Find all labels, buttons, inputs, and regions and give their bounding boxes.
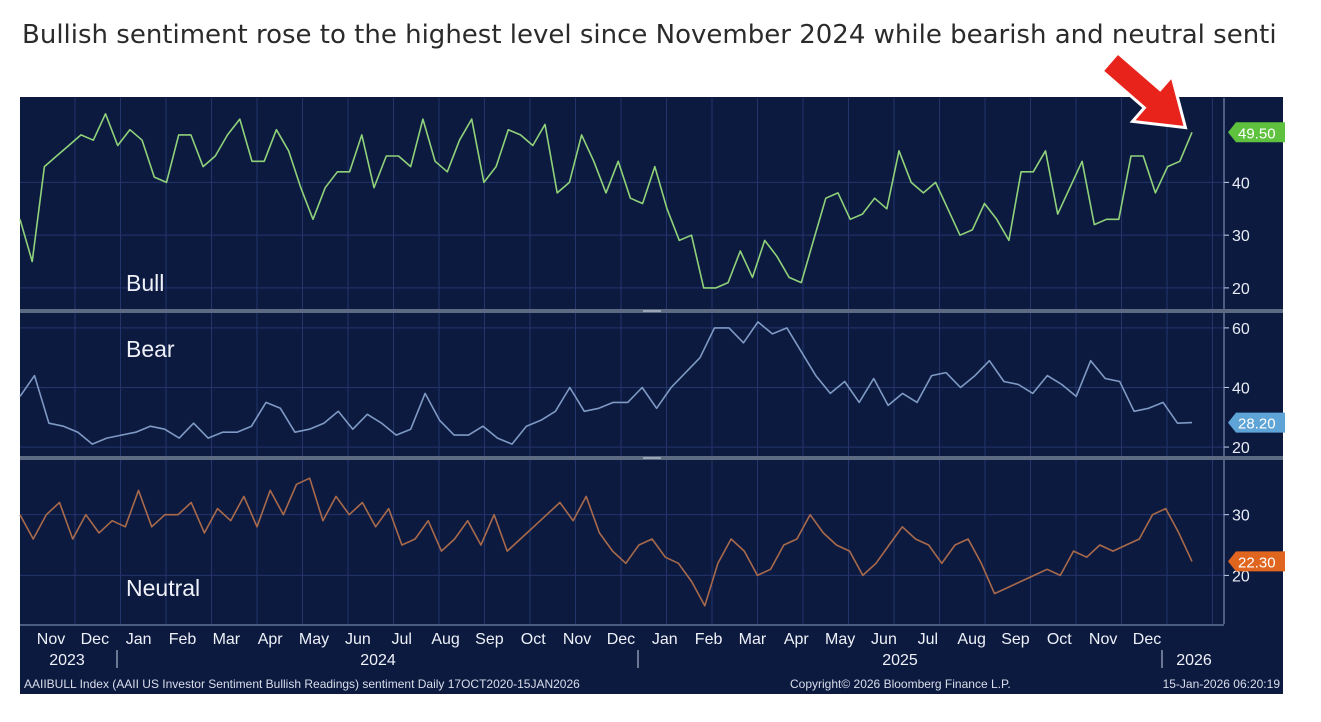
bull-y-tick-label: 20 [1232, 281, 1250, 298]
x-month-label: Sep [475, 631, 504, 648]
x-year-label: 2023 [49, 652, 85, 669]
bull-panel-label: Bull [126, 270, 164, 296]
x-month-label: Nov [563, 631, 591, 648]
x-year-label: 2024 [360, 652, 396, 669]
annotation-arrow-shape [1100, 50, 1188, 130]
x-month-label: Aug [957, 631, 985, 648]
x-month-label: Sep [1001, 631, 1030, 648]
x-month-label: Apr [258, 631, 284, 648]
x-month-label: Oct [521, 631, 546, 648]
x-month-label: Apr [784, 631, 810, 648]
panel-resize-handle [643, 310, 661, 312]
bull-last-value-badge [1228, 122, 1285, 143]
bear-last-value-badge [1228, 412, 1285, 433]
bull-y-tick-label: 30 [1232, 228, 1250, 245]
x-year-label: 2025 [882, 652, 918, 669]
neutral-series-line [19, 477, 1193, 607]
x-month-label: Jul [918, 631, 938, 648]
bull-series-line [19, 113, 1193, 289]
x-month-label: May [299, 631, 329, 648]
x-month-label: Jun [871, 631, 897, 648]
x-month-label: Dec [607, 631, 635, 648]
bear-y-tick-label: 20 [1232, 440, 1250, 457]
x-month-label: Feb [695, 631, 723, 648]
x-month-label: Jul [391, 631, 411, 648]
neutral-last-value-badge [1228, 551, 1285, 572]
footer-source: AAIIBULL Index (AAII US Investor Sentime… [24, 677, 580, 691]
x-month-label: Feb [169, 631, 197, 648]
bear-y-tick-label: 60 [1232, 321, 1250, 338]
x-month-label: Jan [652, 631, 678, 648]
footer-copyright: Copyright© 2026 Bloomberg Finance L.P. [790, 677, 1011, 691]
neutral-panel-label: Neutral [126, 575, 200, 601]
x-month-label: Nov [1089, 631, 1117, 648]
x-month-label: May [825, 631, 855, 648]
annotation-arrow-icon [1100, 50, 1188, 130]
neutral-y-tick-label: 30 [1232, 508, 1250, 525]
panel-resize-handle [643, 457, 661, 459]
x-month-label: Dec [81, 631, 109, 648]
bear-series-line [19, 321, 1193, 445]
bear-last-value: 28.20 [1238, 416, 1276, 433]
bull-y-tick-label: 40 [1232, 175, 1250, 192]
neutral-last-value: 22.30 [1238, 554, 1276, 571]
footer-timestamp: 15-Jan-2026 06:20:19 [1163, 677, 1281, 691]
x-month-label: Dec [1133, 631, 1161, 648]
headline: Bullish sentiment rose to the highest le… [22, 20, 1277, 50]
chart-background [20, 97, 1283, 694]
bull-last-value: 49.50 [1238, 125, 1276, 142]
bear-panel-label: Bear [126, 336, 175, 362]
x-month-label: Mar [739, 631, 767, 648]
x-month-label: Jan [126, 631, 152, 648]
x-month-label: Oct [1047, 631, 1072, 648]
neutral-y-tick-label: 20 [1232, 568, 1250, 585]
x-month-label: Mar [213, 631, 241, 648]
x-month-label: Jun [345, 631, 371, 648]
bear-y-tick-label: 40 [1232, 380, 1250, 397]
x-month-label: Nov [37, 631, 65, 648]
x-month-label: Aug [431, 631, 459, 648]
x-year-label: 2026 [1176, 652, 1212, 669]
